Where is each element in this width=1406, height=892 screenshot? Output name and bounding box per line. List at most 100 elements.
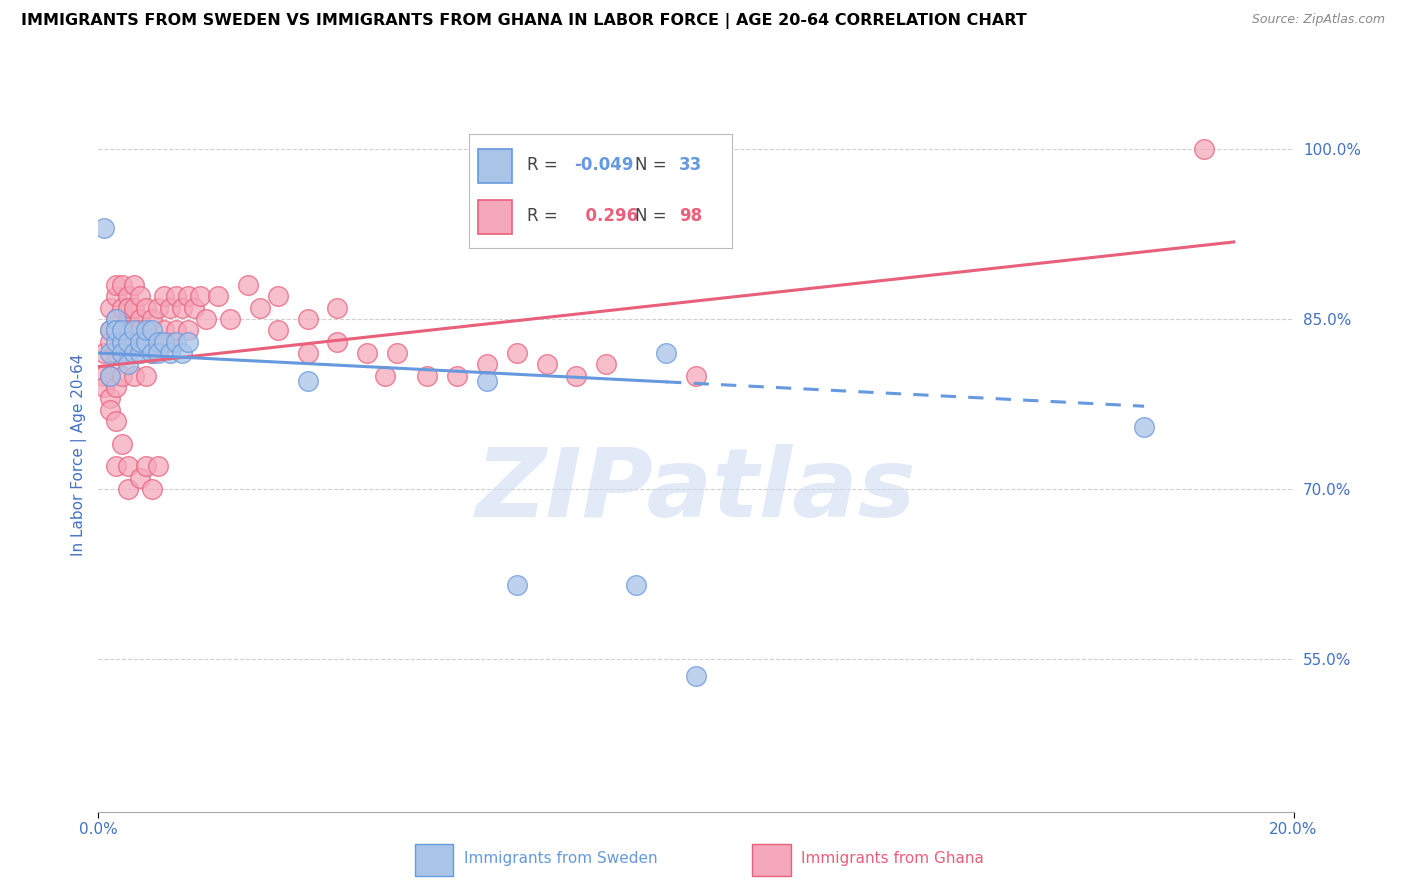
Point: [117, 334, 139, 349]
Text: ZIPatlas: ZIPatlas: [475, 444, 917, 537]
Point: [207, 289, 229, 303]
Point: [105, 312, 128, 326]
Point: [536, 357, 558, 371]
Point: [148, 301, 170, 315]
FancyBboxPatch shape: [415, 844, 453, 876]
Point: [105, 323, 128, 337]
Text: IMMIGRANTS FROM SWEDEN VS IMMIGRANTS FROM GHANA IN LABOR FORCE | AGE 20-64 CORRE: IMMIGRANTS FROM SWEDEN VS IMMIGRANTS FRO…: [21, 13, 1026, 29]
Point: [141, 323, 163, 337]
Point: [111, 323, 134, 337]
Point: [183, 301, 205, 315]
Point: [129, 346, 152, 360]
Point: [236, 278, 259, 293]
Point: [159, 334, 181, 349]
Point: [141, 346, 163, 360]
Point: [117, 357, 139, 371]
Point: [446, 368, 468, 383]
Point: [326, 334, 349, 349]
Text: N =: N =: [634, 207, 672, 225]
Point: [267, 289, 290, 303]
Point: [153, 289, 176, 303]
Point: [475, 374, 498, 388]
Point: [98, 368, 122, 383]
Point: [105, 289, 128, 303]
Point: [219, 312, 242, 326]
Point: [624, 578, 647, 592]
Point: [506, 346, 529, 360]
Text: -0.049: -0.049: [574, 155, 634, 174]
Point: [117, 289, 139, 303]
Point: [93, 221, 115, 235]
Point: [98, 346, 122, 360]
Point: [111, 323, 134, 337]
Text: R =: R =: [527, 155, 562, 174]
Point: [111, 346, 134, 360]
Point: [159, 346, 181, 360]
Point: [117, 301, 139, 315]
Point: [177, 289, 200, 303]
Point: [105, 278, 128, 293]
Point: [135, 334, 157, 349]
Point: [135, 459, 157, 474]
FancyBboxPatch shape: [752, 844, 790, 876]
Point: [135, 334, 157, 349]
Point: [685, 669, 707, 683]
Point: [135, 301, 157, 315]
Point: [124, 368, 146, 383]
Point: [267, 323, 290, 337]
Point: [98, 334, 122, 349]
Point: [141, 312, 163, 326]
Point: [172, 346, 194, 360]
Point: [93, 368, 115, 383]
Point: [124, 301, 146, 315]
Point: [117, 312, 139, 326]
Point: [98, 392, 122, 406]
Point: [129, 334, 152, 349]
Point: [105, 334, 128, 349]
Point: [105, 414, 128, 428]
Point: [356, 346, 378, 360]
Point: [475, 357, 498, 371]
Point: [111, 334, 134, 349]
Point: [249, 301, 271, 315]
Point: [98, 402, 122, 417]
Point: [129, 470, 152, 484]
Y-axis label: In Labor Force | Age 20-64: In Labor Force | Age 20-64: [72, 354, 87, 556]
Point: [124, 323, 146, 337]
Point: [385, 346, 409, 360]
Point: [111, 334, 134, 349]
Point: [159, 301, 181, 315]
Point: [416, 368, 439, 383]
Text: 98: 98: [679, 207, 703, 225]
Point: [148, 459, 170, 474]
Point: [165, 323, 187, 337]
Point: [153, 334, 176, 349]
Point: [141, 482, 163, 496]
Point: [117, 323, 139, 337]
Point: [93, 346, 115, 360]
FancyBboxPatch shape: [478, 149, 512, 183]
Text: Immigrants from Sweden: Immigrants from Sweden: [464, 851, 658, 866]
Point: [111, 278, 134, 293]
Text: Source: ZipAtlas.com: Source: ZipAtlas.com: [1251, 13, 1385, 27]
Point: [148, 334, 170, 349]
Point: [297, 374, 319, 388]
Point: [172, 301, 194, 315]
Point: [135, 323, 157, 337]
Point: [98, 368, 122, 383]
Point: [98, 323, 122, 337]
Point: [135, 368, 157, 383]
Point: [148, 346, 170, 360]
Point: [93, 380, 115, 394]
Point: [129, 323, 152, 337]
Point: [685, 368, 707, 383]
Point: [188, 289, 211, 303]
Point: [194, 312, 218, 326]
Point: [1192, 142, 1215, 156]
Point: [165, 289, 187, 303]
FancyBboxPatch shape: [478, 200, 512, 235]
Point: [141, 346, 163, 360]
Point: [98, 301, 122, 315]
Point: [117, 482, 139, 496]
Point: [177, 323, 200, 337]
